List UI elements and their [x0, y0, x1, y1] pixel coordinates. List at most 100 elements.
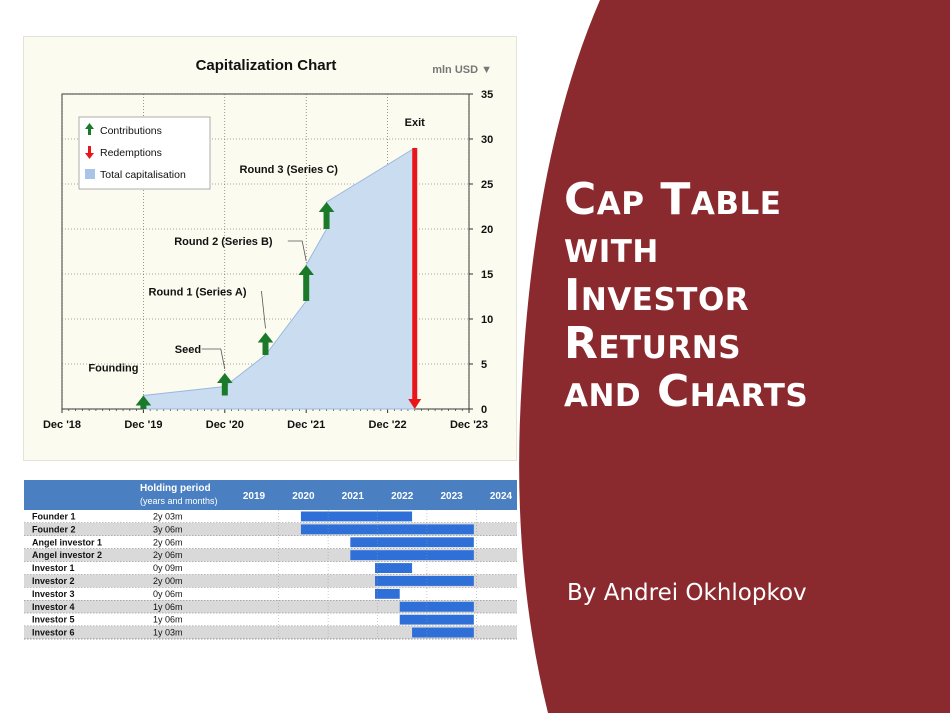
legend-label: Redemptions: [100, 147, 162, 159]
holding-period-bar: [375, 563, 413, 573]
capitalization-chart: 0 5 10 15 20 25 30 35 Dec '18 Dec '19 Dec '20 Dec '…: [43, 57, 493, 431]
y-tick-label: 25: [481, 179, 493, 191]
row-name: Founder 2: [32, 524, 76, 534]
contribution-arrow-shaft: [140, 405, 147, 409]
redemption-arrow-shaft: [412, 148, 418, 399]
y-tick-label: 5: [481, 359, 487, 371]
holding-period-bar: [300, 524, 474, 535]
author-credit: By Andrei Okhlopkov: [567, 580, 807, 606]
redemption-arrow-head: [408, 399, 422, 409]
title-line: and Charts: [564, 366, 809, 417]
row-name: Investor 2: [32, 576, 75, 586]
title-line: with: [564, 222, 659, 273]
header-year: 2021: [342, 491, 365, 502]
row-name: Angel investor 2: [32, 550, 102, 560]
holding-period-bar: [412, 627, 474, 638]
contribution-arrow-head: [135, 395, 152, 406]
row-name: Founder 1: [32, 512, 76, 522]
row-name: Investor 3: [32, 589, 75, 599]
row-name: Investor 1: [32, 563, 75, 573]
row-holding-period: 1y 06m: [153, 602, 183, 612]
header-year: 2020: [292, 491, 315, 502]
header-holding-period-sub: (years and months): [140, 496, 218, 506]
contribution-arrow-shaft: [221, 383, 228, 396]
event-leader-line: [201, 348, 226, 370]
x-tick-label: Dec '18: [43, 419, 81, 431]
legend-up-arrow-icon: [88, 128, 91, 135]
title-background-shape: [519, 0, 950, 713]
row-holding-period: 2y 06m: [153, 550, 183, 560]
y-tick-label: 0: [481, 404, 487, 416]
table-row: [24, 510, 517, 523]
contribution-arrow-shaft: [303, 275, 310, 301]
legend-label: Contributions: [100, 125, 162, 137]
legend-area-swatch: [85, 169, 95, 179]
header-year: 2024: [490, 491, 513, 502]
x-tick-label: Dec '21: [287, 419, 325, 431]
contribution-arrow-shaft: [262, 342, 269, 355]
holding-period-bar: [300, 511, 413, 522]
y-tick-label: 30: [481, 134, 493, 146]
event-label: Round 3 (Series C): [240, 164, 339, 176]
row-name: Angel investor 1: [32, 537, 102, 547]
event-leader-line: [261, 291, 266, 329]
table-row: [24, 600, 517, 614]
contribution-arrow-head: [318, 202, 335, 212]
header-year: 2023: [440, 491, 463, 502]
holding-period-bar: [350, 550, 474, 561]
header-year: 2022: [391, 491, 414, 502]
row-holding-period: 2y 03m: [153, 512, 183, 522]
legend-label: Total capitalisation: [100, 169, 186, 181]
y-tick-label: 35: [481, 89, 493, 101]
holding-period-bar: [399, 614, 474, 625]
x-tick-label: Dec '23: [450, 419, 488, 431]
row-name: Investor 5: [32, 615, 75, 625]
chart-title: Capitalization Chart: [196, 57, 337, 74]
contribution-arrow-head: [298, 265, 314, 275]
holding-period-bar: [350, 537, 474, 548]
event-label: Round 2 (Series B): [174, 236, 273, 248]
header-year: 2019: [243, 491, 266, 502]
event-label: Exit: [405, 117, 426, 129]
x-tick-label: Dec '19: [124, 419, 162, 431]
y-tick-label: 20: [481, 224, 493, 236]
holding-period-bar: [399, 601, 474, 612]
row-holding-period: 1y 03m: [153, 628, 183, 638]
title-line: Returns: [564, 318, 742, 369]
row-holding-period: 1y 06m: [153, 615, 183, 625]
title-line: Cap Table: [564, 174, 782, 225]
legend-box: [78, 116, 211, 190]
row-holding-period: 3y 06m: [153, 524, 183, 534]
table-row: [24, 626, 517, 639]
row-name: Investor 4: [32, 602, 75, 612]
chart-legend: Contributions Redemptions Total capitalisa…: [78, 116, 211, 190]
holding-period-bar: [375, 588, 400, 599]
table-row: [24, 587, 517, 601]
row-holding-period: 0y 06m: [153, 589, 183, 599]
event-label: Round 1 (Series A): [149, 287, 247, 299]
holding-period-gantt: Holding period (years and months) 2019 2020…: [24, 480, 517, 640]
x-tick-label: Dec '22: [369, 419, 407, 431]
row-holding-period: 2y 06m: [153, 537, 183, 547]
legend-up-arrow-icon: [85, 123, 94, 129]
table-header-background: [24, 480, 517, 510]
legend-down-arrow-icon: [88, 146, 91, 153]
contribution-arrow-head: [217, 373, 233, 383]
row-holding-period: 2y 00m: [153, 576, 183, 586]
title-line: Investor: [564, 270, 750, 321]
slide-title: Cap Table with Investor Returns and Char…: [564, 176, 944, 416]
y-tick-label: 15: [481, 269, 493, 281]
legend-down-arrow-icon: [85, 153, 94, 159]
contribution-arrow-head: [257, 332, 274, 343]
unit-selector-label: mln USD ▼: [432, 64, 492, 76]
event-label: Founding: [88, 363, 138, 375]
row-name: Investor 6: [32, 628, 75, 638]
table-row: [24, 613, 517, 627]
event-label: Seed: [175, 344, 201, 356]
holding-period-bar: [375, 576, 474, 586]
contribution-arrow-shaft: [323, 212, 330, 229]
capitalization-chart-panel: 0 5 10 15 20 25 30 35 Dec '18 Dec '19 Dec '20 Dec '…: [23, 36, 517, 461]
header-holding-period: Holding period: [140, 483, 211, 494]
row-holding-period: 0y 09m: [153, 563, 183, 573]
